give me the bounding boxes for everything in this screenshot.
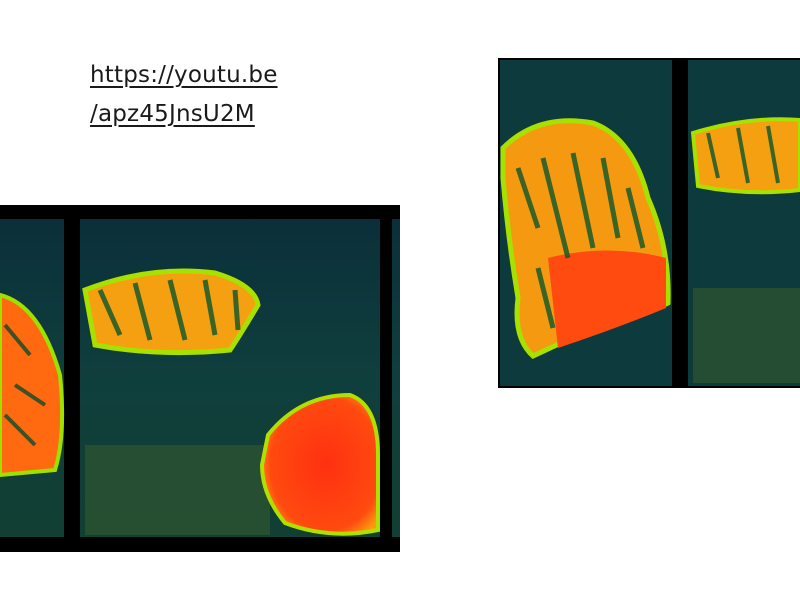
video-link[interactable]: https://youtu.be /apz45JnsU2M <box>90 56 278 134</box>
link-line: https://youtu.be <box>90 62 278 88</box>
link-line: /apz45JnsU2M <box>90 101 255 127</box>
spectrogram-left <box>0 205 400 552</box>
spectrogram-right <box>498 58 800 388</box>
